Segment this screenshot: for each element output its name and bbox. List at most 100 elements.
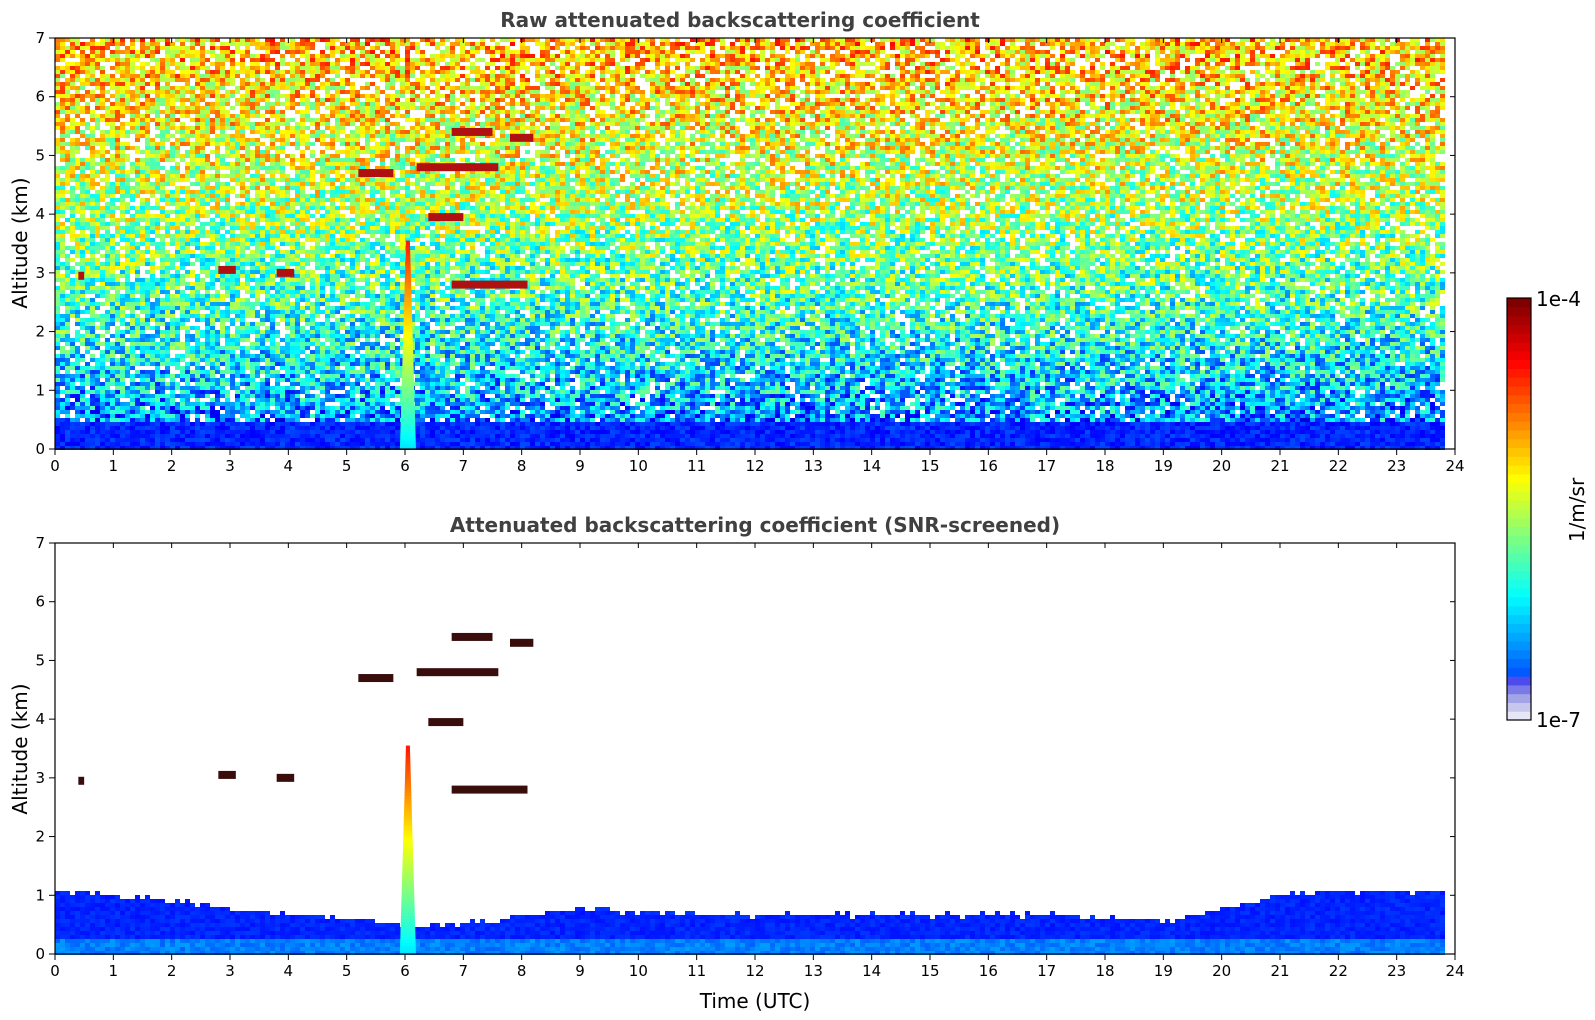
heatmap-cell xyxy=(320,298,325,302)
heatmap-cell xyxy=(125,366,130,370)
heatmap-cell xyxy=(65,334,70,338)
heatmap-cell xyxy=(145,134,150,138)
heatmap-cell xyxy=(285,78,290,82)
heatmap-cell xyxy=(210,150,215,154)
heatmap-cell xyxy=(80,318,85,322)
heatmap-cell xyxy=(245,386,250,390)
heatmap-cell xyxy=(210,222,215,226)
heatmap-cell xyxy=(335,342,340,346)
heatmap-cell xyxy=(225,314,230,318)
heatmap-cell xyxy=(220,182,225,186)
heatmap-cell xyxy=(320,362,325,366)
heatmap-cell xyxy=(80,358,85,362)
heatmap-cell xyxy=(325,390,330,394)
heatmap-cell xyxy=(130,422,135,426)
heatmap-cell xyxy=(55,430,60,434)
heatmap-cell xyxy=(190,58,195,62)
heatmap-cell xyxy=(150,438,155,442)
heatmap-cell xyxy=(135,306,140,310)
heatmap-cell xyxy=(250,106,255,110)
heatmap-cell xyxy=(195,430,200,434)
heatmap-cell xyxy=(215,114,220,118)
heatmap-cell xyxy=(310,186,315,190)
heatmap-cell xyxy=(265,178,270,182)
heatmap-cell xyxy=(300,298,305,302)
heatmap-cell xyxy=(240,146,245,150)
heatmap-cell xyxy=(180,442,185,446)
heatmap-cell xyxy=(335,226,340,230)
heatmap-cell xyxy=(265,438,270,442)
heatmap-cell xyxy=(145,310,150,314)
heatmap-cell xyxy=(315,110,320,114)
heatmap-cell xyxy=(135,382,140,386)
heatmap-cell xyxy=(90,178,95,182)
heatmap-cell xyxy=(290,102,295,106)
heatmap-cell xyxy=(315,290,320,294)
heatmap-cell xyxy=(305,262,310,266)
heatmap-cell xyxy=(95,342,100,346)
heatmap-cell xyxy=(125,210,130,214)
heatmap-cell xyxy=(185,74,190,78)
heatmap-cell xyxy=(200,350,205,354)
heatmap-cell xyxy=(325,242,330,246)
heatmap-cell xyxy=(295,346,300,350)
heatmap-cell xyxy=(70,234,75,238)
heatmap-cell xyxy=(250,238,255,242)
heatmap-cell xyxy=(95,126,100,130)
heatmap-cell xyxy=(160,414,165,418)
heatmap-cell xyxy=(80,222,85,226)
heatmap-cell xyxy=(190,262,195,266)
heatmap-cell xyxy=(160,90,165,94)
heatmap-cell xyxy=(290,354,295,358)
heatmap-cell xyxy=(220,106,225,110)
heatmap-cell xyxy=(190,66,195,70)
heatmap-cell xyxy=(195,442,200,446)
heatmap-cell xyxy=(215,366,220,370)
heatmap-cell xyxy=(115,414,120,418)
heatmap-cell xyxy=(275,98,280,102)
heatmap-cell xyxy=(285,262,290,266)
heatmap-cell xyxy=(110,194,115,198)
heatmap-cell xyxy=(215,394,220,398)
heatmap-cell xyxy=(85,62,90,66)
heatmap-cell xyxy=(140,342,145,346)
heatmap-cell xyxy=(110,426,115,430)
heatmap-cell xyxy=(285,182,290,186)
heatmap-cell xyxy=(260,398,265,402)
heatmap-cell xyxy=(195,350,200,354)
heatmap-cell xyxy=(160,138,165,142)
heatmap-cell xyxy=(55,274,60,278)
heatmap-cell xyxy=(155,386,160,390)
heatmap-cell xyxy=(180,130,185,134)
heatmap-cell xyxy=(150,74,155,78)
heatmap-cell xyxy=(255,442,260,446)
heatmap-cell xyxy=(155,174,160,178)
heatmap-cell xyxy=(270,322,275,326)
heatmap-cell xyxy=(80,86,85,90)
heatmap-cell xyxy=(265,390,270,394)
heatmap-cell xyxy=(265,318,270,322)
heatmap-cell xyxy=(175,166,180,170)
heatmap-cell xyxy=(235,386,240,390)
heatmap-cell xyxy=(170,310,175,314)
heatmap-cell xyxy=(155,218,160,222)
heatmap-cell xyxy=(75,78,80,82)
heatmap-cell xyxy=(250,130,255,134)
heatmap-cell xyxy=(220,374,225,378)
heatmap-cell xyxy=(230,358,235,362)
heatmap-cell xyxy=(320,114,325,118)
heatmap-cell xyxy=(205,418,210,422)
heatmap-cell xyxy=(145,286,150,290)
heatmap-cell xyxy=(335,310,340,314)
heatmap-cell xyxy=(160,382,165,386)
heatmap-cell xyxy=(140,290,145,294)
heatmap-cell xyxy=(240,422,245,426)
heatmap-cell xyxy=(260,58,265,62)
heatmap-cell xyxy=(130,386,135,390)
heatmap-cell xyxy=(115,362,120,366)
heatmap-cell xyxy=(250,374,255,378)
heatmap-cell xyxy=(205,406,210,410)
heatmap-cell xyxy=(305,166,310,170)
heatmap-cell xyxy=(320,102,325,106)
heatmap-cell xyxy=(75,318,80,322)
